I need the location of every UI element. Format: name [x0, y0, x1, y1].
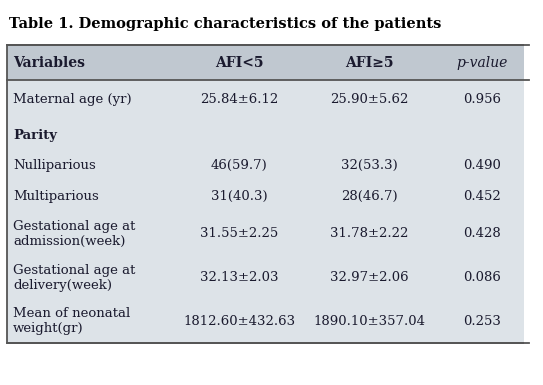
Bar [435, 256, 529, 300]
Bar [7, 45, 529, 343]
Bar [435, 45, 529, 80]
Text: 31.55±2.25: 31.55±2.25 [200, 227, 278, 240]
Text: 1812.60±432.63: 1812.60±432.63 [183, 315, 295, 328]
Text: Variables: Variables [13, 55, 85, 70]
Text: Gestational age at
admission(week): Gestational age at admission(week) [13, 219, 135, 248]
Text: 0.490: 0.490 [463, 159, 501, 172]
Text: Parity: Parity [13, 129, 57, 142]
Bar [174, 80, 305, 120]
Text: 0.956: 0.956 [463, 93, 501, 106]
Bar [305, 45, 435, 80]
Text: 32(53.3): 32(53.3) [342, 159, 398, 172]
Text: 32.13±2.03: 32.13±2.03 [200, 271, 279, 284]
Text: 31.78±2.22: 31.78±2.22 [331, 227, 409, 240]
Text: Mean of neonatal
weight(gr): Mean of neonatal weight(gr) [13, 308, 130, 335]
Bar [435, 151, 529, 181]
Bar [174, 181, 305, 212]
Text: AFI<5: AFI<5 [215, 55, 263, 70]
Bar [7, 45, 174, 80]
Text: AFI≥5: AFI≥5 [345, 55, 394, 70]
Text: 0.428: 0.428 [463, 227, 501, 240]
Text: 46(59.7): 46(59.7) [211, 159, 268, 172]
Text: 1890.10±357.04: 1890.10±357.04 [314, 315, 426, 328]
Text: Gestational age at
delivery(week): Gestational age at delivery(week) [13, 264, 135, 291]
Bar [305, 300, 435, 343]
Text: 0.452: 0.452 [463, 190, 501, 203]
Bar [174, 151, 305, 181]
Bar [305, 151, 435, 181]
Bar [435, 80, 529, 120]
Bar [435, 181, 529, 212]
Text: p-value: p-value [456, 55, 508, 70]
Bar [174, 212, 305, 256]
Bar [305, 212, 435, 256]
Bar [174, 45, 305, 80]
Bar [435, 300, 529, 343]
Text: Nulliparious: Nulliparious [13, 159, 96, 172]
Text: Maternal age (yr): Maternal age (yr) [13, 93, 131, 106]
Text: Table 1. Demographic characteristics of the patients: Table 1. Demographic characteristics of … [9, 17, 441, 31]
Bar [7, 151, 174, 181]
Bar [174, 256, 305, 300]
Text: 0.253: 0.253 [463, 315, 501, 328]
Bar [305, 181, 435, 212]
Text: 25.90±5.62: 25.90±5.62 [331, 93, 409, 106]
Text: 25.84±6.12: 25.84±6.12 [200, 93, 278, 106]
Bar [435, 212, 529, 256]
Bar [435, 120, 529, 151]
Bar [7, 80, 174, 120]
Bar [174, 120, 305, 151]
Bar [7, 181, 174, 212]
Bar [7, 300, 174, 343]
Text: 0.086: 0.086 [463, 271, 501, 284]
Bar [174, 300, 305, 343]
Bar [305, 120, 435, 151]
Text: 32.97±2.06: 32.97±2.06 [330, 271, 409, 284]
Bar [305, 80, 435, 120]
Text: 31(40.3): 31(40.3) [211, 190, 267, 203]
Text: 28(46.7): 28(46.7) [342, 190, 398, 203]
Bar [7, 212, 174, 256]
Bar [305, 256, 435, 300]
Text: Multiparious: Multiparious [13, 190, 99, 203]
Bar [7, 256, 174, 300]
Bar [7, 120, 174, 151]
